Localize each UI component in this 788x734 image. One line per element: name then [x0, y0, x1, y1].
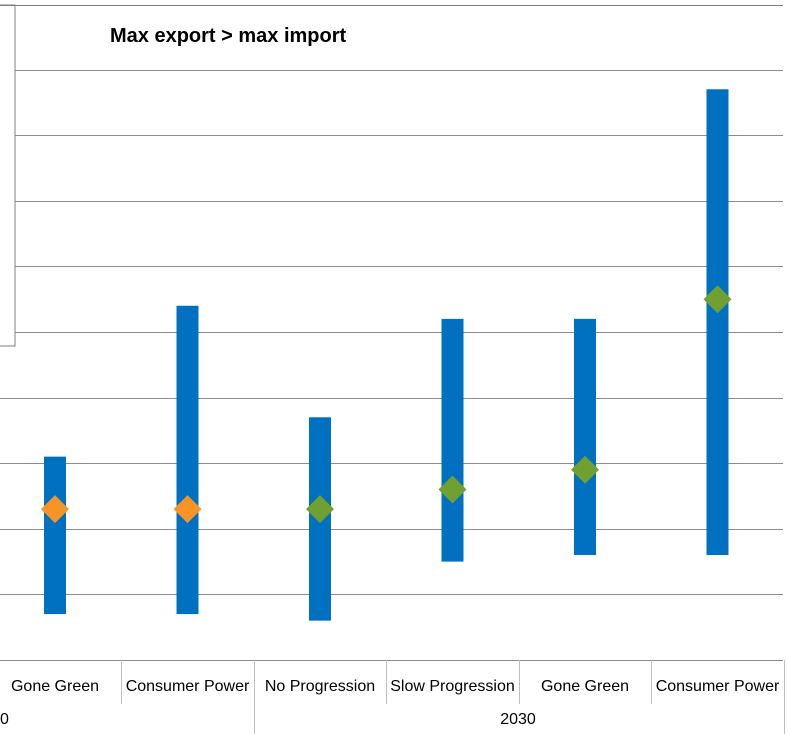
x-axis: Gone Green Consumer Power No Progression Sl…	[0, 660, 785, 734]
marker	[173, 495, 202, 524]
group-label: 2030	[500, 711, 536, 728]
title-box	[0, 4, 16, 347]
marker	[438, 475, 467, 504]
category-label: Gone Green	[11, 678, 99, 695]
marker	[703, 285, 732, 314]
markers	[41, 285, 732, 524]
marker	[41, 495, 69, 524]
range-bar	[441, 318, 464, 562]
category-label: Consumer Power	[126, 678, 250, 695]
marker	[571, 455, 599, 484]
category-label: No Progression	[265, 678, 375, 695]
range-bar	[44, 456, 66, 615]
category-label: Gone Green	[541, 678, 629, 695]
range-bar	[176, 305, 199, 615]
gridlines	[0, 70, 783, 595]
range-bars	[44, 89, 729, 621]
category-label: Consumer Power	[656, 678, 780, 695]
category-label: Slow Progression	[390, 678, 515, 695]
range-bar	[574, 318, 596, 556]
group-label: 0	[0, 711, 9, 728]
range-bar	[706, 89, 729, 556]
marker	[306, 495, 334, 524]
chart-title: Max export > max import	[110, 25, 347, 47]
